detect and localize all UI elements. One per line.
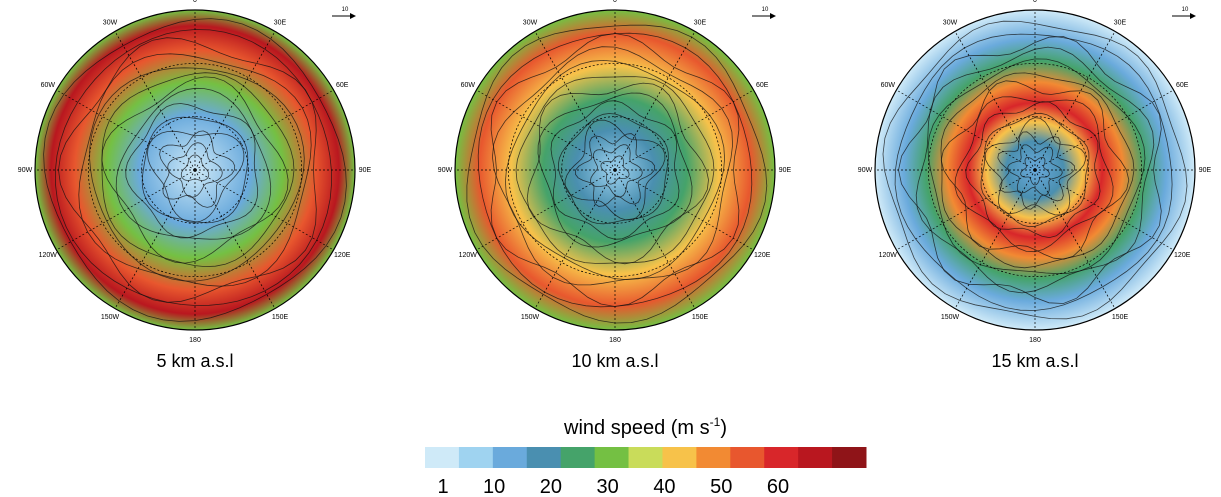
longitude-label: 120W [39, 252, 58, 259]
colorbar-box [662, 447, 696, 468]
longitude-label: 30W [943, 20, 958, 27]
longitude-label: 30W [523, 20, 538, 27]
longitude-label: 120W [459, 252, 478, 259]
longitude-label: 150W [521, 314, 540, 321]
colorbar-tick-label: 50 [710, 476, 732, 497]
colorbar-title-sup: -1 [710, 415, 721, 429]
colorbar-box [425, 447, 459, 468]
longitude-label: 60W [881, 82, 896, 89]
colorbar-title: wind speed (m s-1) [563, 415, 727, 439]
longitude-label: 60W [41, 82, 56, 89]
longitude-label: 180 [609, 337, 621, 344]
longitude-label: 150W [941, 314, 960, 321]
longitude-label: 120E [1174, 252, 1191, 259]
colorbar-title-text: wind speed (m s [563, 417, 710, 439]
colorbar-tick-label: 60 [767, 476, 789, 497]
colorbar-box [493, 447, 527, 468]
longitude-label: 60E [756, 82, 769, 89]
map-panel: 0 30E 60E 90E 120E 150E 180 150W 120W 90W 60W 30W 10… [438, 0, 792, 371]
reference-vector-label: 10 [1182, 7, 1189, 13]
longitude-label: 60W [461, 82, 476, 89]
longitude-label: 0 [613, 0, 617, 4]
longitude-label: 120E [334, 252, 351, 259]
longitude-label: 180 [189, 337, 201, 344]
longitude-label: 180 [1029, 337, 1041, 344]
longitude-label: 30E [1114, 20, 1127, 27]
colorbar-box [764, 447, 798, 468]
panel-caption: 5 km a.s.l [156, 351, 233, 371]
colorbar-tick-label: 20 [540, 476, 562, 497]
colorbar-box [798, 447, 832, 468]
longitude-label: 150E [1112, 314, 1129, 321]
longitude-label: 60E [336, 82, 349, 89]
panel-caption: 10 km a.s.l [571, 351, 658, 371]
longitude-label: 90E [359, 167, 372, 174]
reference-vector-label: 10 [342, 7, 349, 13]
longitude-label: 90W [858, 167, 873, 174]
map-panel: 0 30E 60E 90E 120E 150E 180 150W 120W 90W 60W 30W 10… [18, 0, 372, 371]
longitude-label: 90W [438, 167, 453, 174]
longitude-label: 120W [879, 252, 898, 259]
colorbar-title-end: ) [720, 417, 727, 439]
longitude-label: 90E [1199, 167, 1212, 174]
longitude-label: 150W [101, 314, 120, 321]
colorbar-box [629, 447, 663, 468]
figure: 030E60E90E120E150E180150W120W90W60W30W10… [0, 0, 1221, 497]
reference-vector-label: 10 [762, 7, 769, 13]
longitude-label: 90E [779, 167, 792, 174]
longitude-label: 150E [692, 314, 709, 321]
longitude-label: 90W [18, 167, 33, 174]
longitude-label: 0 [1033, 0, 1037, 4]
colorbar-box [832, 447, 866, 468]
longitude-label: 150E [272, 314, 289, 321]
colorbar-box [561, 447, 595, 468]
colorbar-box [696, 447, 730, 468]
colorbar-box [595, 447, 629, 468]
colorbar-box [527, 447, 561, 468]
colorbar-tick-label: 40 [653, 476, 675, 497]
longitude-label: 30W [103, 20, 118, 27]
colorbar-box [459, 447, 493, 468]
map-panel: 0 30E 60E 90E 120E 150E 180 150W 120W 90W 60W 30W 10… [858, 0, 1212, 371]
colorbar-tick-label: 30 [597, 476, 619, 497]
colorbar-tick-label: 1 [437, 476, 448, 497]
colorbar-tick-label: 10 [483, 476, 505, 497]
longitude-label: 30E [274, 20, 287, 27]
longitude-label: 60E [1176, 82, 1189, 89]
panel-caption: 15 km a.s.l [991, 351, 1078, 371]
longitude-label: 30E [694, 20, 707, 27]
colorbar-box [730, 447, 764, 468]
longitude-label: 0 [193, 0, 197, 4]
longitude-label: 120E [754, 252, 771, 259]
